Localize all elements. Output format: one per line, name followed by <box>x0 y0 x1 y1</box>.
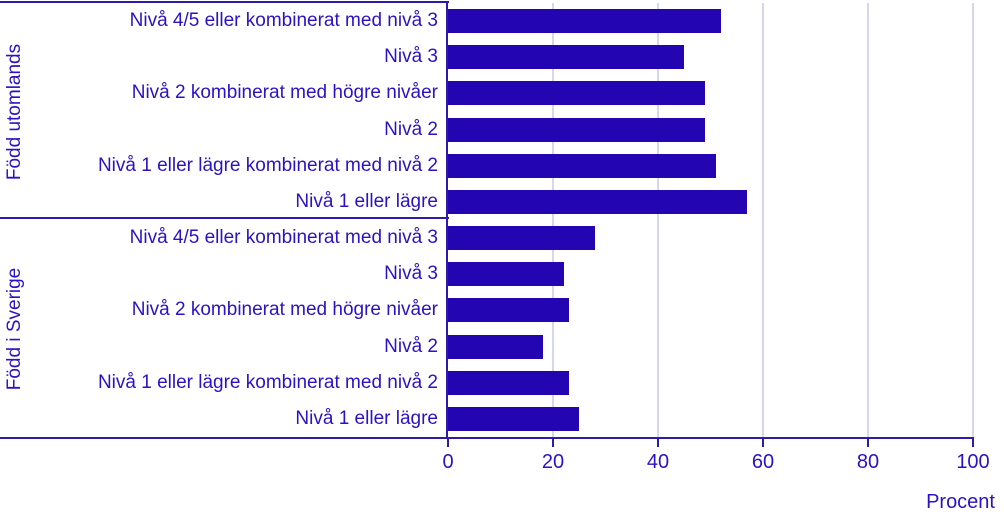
x-axis-title: Procent <box>926 491 995 513</box>
group-separator-line <box>0 217 449 219</box>
x-tick-label: 0 <box>442 451 454 473</box>
x-tick-60 <box>762 439 764 447</box>
bar-track <box>448 365 973 401</box>
bar <box>448 370 569 395</box>
bar-track <box>448 401 973 437</box>
gridline-layer <box>448 3 974 437</box>
bar <box>448 45 685 70</box>
bar <box>448 334 543 359</box>
bar-row: Nivå 2 kombinerat med högre nivåer <box>0 75 973 111</box>
bar-track <box>448 148 973 184</box>
bar-row: Nivå 2 kombinerat med högre nivåer <box>0 292 973 328</box>
x-tick-label: 20 <box>541 451 565 473</box>
bar <box>448 81 706 106</box>
bar-row: Nivå 4/5 eller kombinerat med nivå 3 <box>0 3 973 39</box>
bar-row: Nivå 3 <box>0 256 973 292</box>
bar <box>448 153 716 178</box>
bar-track <box>448 75 973 111</box>
category-label: Nivå 3 <box>384 46 438 68</box>
bar <box>448 189 748 214</box>
bar <box>448 117 706 142</box>
bar-row: Nivå 1 eller lägre <box>0 401 973 437</box>
bar-row: Nivå 1 eller lägre kombinerat med nivå 2 <box>0 148 973 184</box>
x-tick-100 <box>972 439 974 447</box>
x-tick-0 <box>447 439 449 447</box>
bar-row: Nivå 2 <box>0 329 973 365</box>
bar-track <box>448 184 973 220</box>
category-label: Nivå 2 kombinerat med högre nivåer <box>131 82 438 104</box>
bar-track <box>448 112 973 148</box>
category-label: Nivå 1 eller lägre <box>295 407 438 429</box>
bar-track <box>448 292 973 328</box>
x-tick-label: 40 <box>646 451 670 473</box>
bar-track <box>448 329 973 365</box>
x-tick-40 <box>657 439 659 447</box>
bar-row: Nivå 3 <box>0 39 973 75</box>
bar <box>448 406 580 431</box>
bar-row: Nivå 1 eller lägre <box>0 184 973 220</box>
group-label: Född i Sverige <box>4 267 25 390</box>
bar-row: Nivå 4/5 eller kombinerat med nivå 3 <box>0 220 973 256</box>
y-axis-line <box>446 1 448 439</box>
category-label: Nivå 3 <box>384 263 438 285</box>
bar-row: Nivå 1 eller lägre kombinerat med nivå 2 <box>0 365 973 401</box>
label-area-top-border <box>0 1 449 3</box>
gridline-100 <box>972 3 974 437</box>
bar <box>448 262 564 287</box>
bar-track <box>448 3 973 39</box>
bar <box>448 226 595 251</box>
group-label: Född utomlands <box>4 43 25 180</box>
x-axis-tick-layer: 0 20 40 60 80 100 <box>442 439 990 479</box>
x-axis-line <box>0 437 974 439</box>
category-label: Nivå 2 <box>384 335 438 357</box>
x-tick-80 <box>867 439 869 447</box>
category-label: Nivå 1 eller lägre <box>295 190 438 212</box>
bar-groups: Född utomlands Nivå 4/5 eller kombinerat … <box>0 3 973 437</box>
category-label: Nivå 4/5 eller kombinerat med nivå 3 <box>129 10 438 32</box>
gridline-40 <box>657 3 659 437</box>
bar <box>448 9 721 34</box>
category-label: Nivå 1 eller lägre kombinerat med nivå 2 <box>97 154 438 176</box>
bar-track <box>448 220 973 256</box>
group-rows: Nivå 4/5 eller kombinerat med nivå 3 Nivå… <box>0 3 973 220</box>
category-label: Nivå 4/5 eller kombinerat med nivå 3 <box>129 227 438 249</box>
x-tick-label: 100 <box>956 451 990 473</box>
bar-track <box>448 256 973 292</box>
x-tick-label: 60 <box>751 451 775 473</box>
bar <box>448 298 569 323</box>
group-rows: Nivå 4/5 eller kombinerat med nivå 3 Nivå… <box>0 220 973 437</box>
x-tick-20 <box>552 439 554 447</box>
bar-row: Nivå 2 <box>0 112 973 148</box>
category-label: Nivå 2 kombinerat med högre nivåer <box>131 299 438 321</box>
group-section-0: Född utomlands Nivå 4/5 eller kombinerat … <box>0 3 973 220</box>
gridline-20 <box>552 3 554 437</box>
category-label: Nivå 2 <box>384 118 438 140</box>
gridline-80 <box>867 3 869 437</box>
gridline-60 <box>762 3 764 437</box>
category-label: Nivå 1 eller lägre kombinerat med nivå 2 <box>97 371 438 393</box>
bar-track <box>448 39 973 75</box>
group-section-1: Född i Sverige Nivå 4/5 eller kombinerat … <box>0 220 973 437</box>
x-tick-label: 80 <box>856 451 880 473</box>
